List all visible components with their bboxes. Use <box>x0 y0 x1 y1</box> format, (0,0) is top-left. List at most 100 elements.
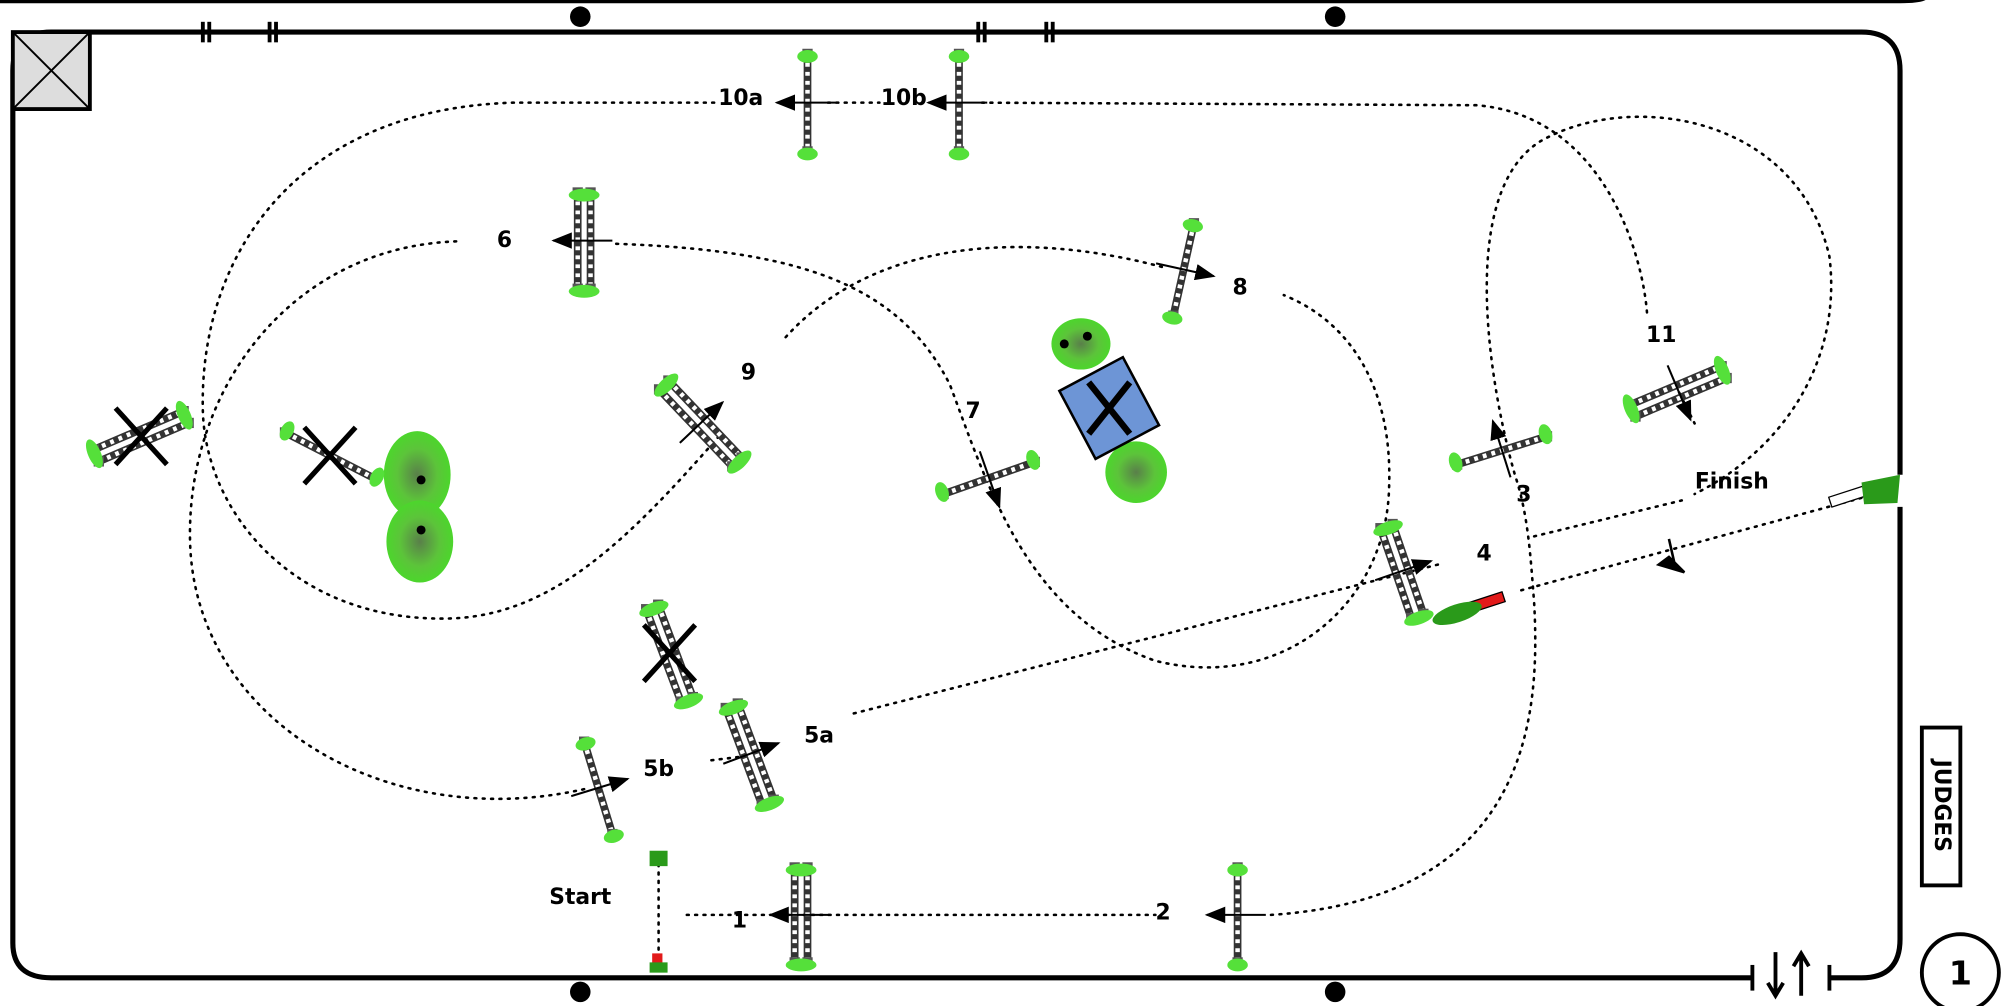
flowers <box>575 736 596 751</box>
jump <box>653 373 752 474</box>
jump <box>768 862 830 972</box>
flowers <box>568 284 600 298</box>
obstacle-label: 10a <box>718 86 763 111</box>
finish-arrow <box>1655 538 1686 574</box>
flowers <box>1162 311 1183 325</box>
water-cross <box>1086 380 1133 436</box>
flowers <box>1448 452 1463 473</box>
entrance-arrows <box>1766 949 1811 1000</box>
judges-box <box>1919 725 1963 888</box>
direction-arrow <box>1374 559 1433 582</box>
flowers <box>1026 450 1041 470</box>
flowers <box>785 958 817 972</box>
jump <box>1622 355 1732 424</box>
flowers <box>948 147 970 161</box>
flowers <box>1713 355 1731 385</box>
flowers <box>797 147 818 161</box>
flowers <box>1373 520 1403 536</box>
obstacle-label: 6 <box>497 228 512 253</box>
flowers <box>369 467 385 487</box>
corner-box <box>10 30 92 111</box>
obstacle-label: 7 <box>966 399 981 424</box>
flowers <box>1182 218 1203 233</box>
cross <box>302 425 358 486</box>
rail-stripe <box>97 420 190 464</box>
rail-stripe <box>1629 364 1723 407</box>
cross <box>113 406 169 467</box>
flowers <box>279 421 295 441</box>
obstacle-label: 1 <box>732 908 747 933</box>
flowers <box>85 439 103 469</box>
finish-label: Finish <box>1695 469 1769 494</box>
bushes <box>383 318 1167 583</box>
obstacle-label: 8 <box>1233 276 1248 301</box>
jump <box>774 48 836 161</box>
arena-border <box>10 29 1903 981</box>
flowers <box>1538 424 1553 445</box>
flowers <box>1622 394 1640 424</box>
direction-arrow <box>978 451 1002 509</box>
jump <box>1204 862 1266 972</box>
obstacle-label: 2 <box>1156 901 1171 926</box>
course-number-circle <box>1919 932 2001 1006</box>
direction-arrow <box>679 400 725 444</box>
direction-arrow <box>722 741 781 765</box>
rail-stripe <box>644 608 683 703</box>
start-label: Start <box>549 885 611 910</box>
obstacle-label: 5b <box>643 757 674 782</box>
obstacle-label: 11 <box>1646 323 1676 348</box>
jump <box>1155 218 1216 325</box>
flowers <box>1227 958 1248 972</box>
top-fence <box>0 0 1926 4</box>
obstacle-label: 5a <box>804 724 834 749</box>
jump <box>279 421 385 487</box>
obstacle-label: 3 <box>1516 482 1531 507</box>
finish-flag <box>649 474 1901 973</box>
flowers <box>568 188 600 202</box>
gate-marks <box>200 21 1832 991</box>
flowers <box>718 699 749 716</box>
judges-label: JUDGES <box>1929 758 1954 852</box>
obstacle-label: 10b <box>881 86 927 111</box>
jump <box>1373 518 1434 626</box>
obstacle-labels: 1 2 3 4 5a 5b 6 7 8 9 10a 10b 11 <box>497 86 1676 934</box>
jumps <box>85 48 1732 972</box>
course-number: 1 <box>1949 954 1972 993</box>
flowers <box>175 400 193 430</box>
rail-stripe <box>656 603 695 698</box>
markers <box>570 6 1346 1003</box>
flowers <box>727 450 752 474</box>
direction-arrow <box>1666 364 1692 422</box>
obstacle-label: 4 <box>1476 541 1491 566</box>
direction-arrow <box>570 776 630 798</box>
flowers <box>785 863 817 877</box>
jump <box>639 599 704 710</box>
flowers <box>948 50 970 63</box>
jump <box>718 698 785 812</box>
direction-arrow <box>1490 419 1512 478</box>
arena-border <box>1829 506 1903 981</box>
jump <box>935 450 1041 509</box>
jump <box>570 736 630 844</box>
flowers <box>603 829 624 844</box>
flowers <box>1404 610 1434 626</box>
jump <box>1448 419 1553 478</box>
rail-stripe <box>283 430 376 481</box>
flowers <box>673 693 704 710</box>
jump <box>85 400 194 469</box>
flowers <box>1227 863 1248 877</box>
flowers <box>797 50 818 63</box>
flowers <box>639 600 669 617</box>
flowers <box>754 795 785 812</box>
cross <box>641 623 698 684</box>
flowers <box>935 482 949 502</box>
flowers <box>654 373 679 397</box>
jump <box>551 187 613 298</box>
rail-stripe <box>1634 375 1728 419</box>
rail-stripe <box>92 409 185 452</box>
obstacle-label: 9 <box>741 360 756 385</box>
jump <box>926 48 988 161</box>
direction-arrow <box>1155 262 1216 281</box>
